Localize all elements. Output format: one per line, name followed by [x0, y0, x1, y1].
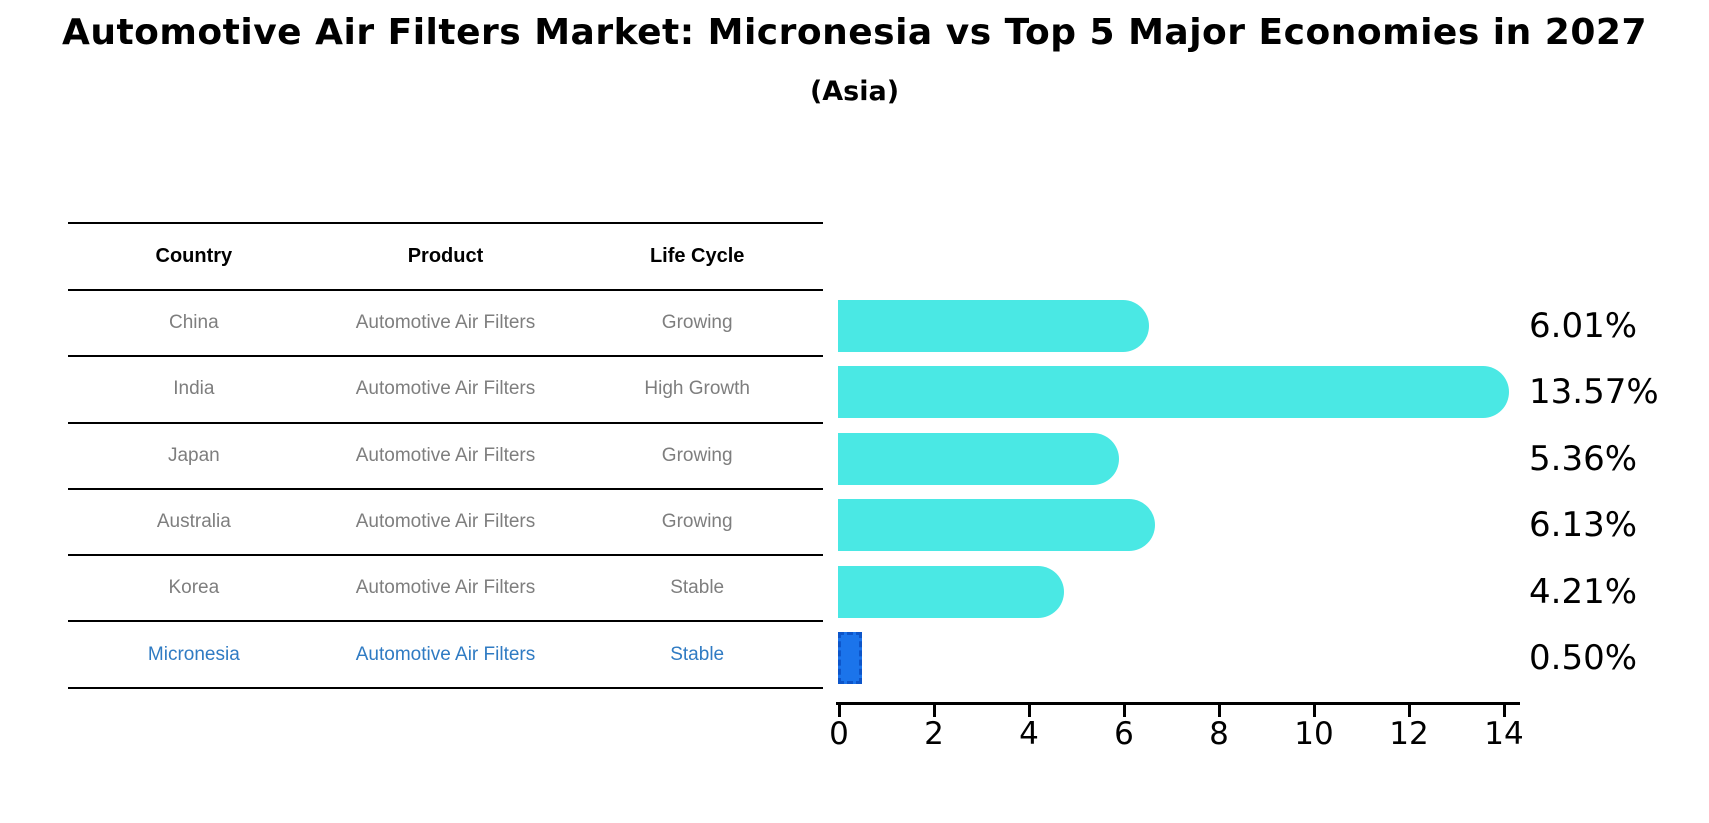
- x-axis-tick-12: [1407, 705, 1411, 717]
- column-header-product: Product: [407, 245, 484, 267]
- bar-korea: [838, 565, 1064, 618]
- bar-japan: [838, 432, 1119, 485]
- x-axis-tick-2: [932, 705, 936, 717]
- cell-product: Automotive Air Filters: [355, 444, 536, 466]
- cell-life-cycle: High Growth: [644, 378, 750, 400]
- cell-product: Automotive Air Filters: [355, 643, 536, 665]
- x-axis-line: [836, 702, 1520, 705]
- bar-australia: [838, 499, 1155, 551]
- cell-country: India: [173, 378, 215, 400]
- table-row-australia: Australia Automotive Air Filters Growing: [68, 490, 823, 557]
- cell-country: Japan: [167, 444, 220, 466]
- x-axis-tick-4: [1027, 705, 1031, 717]
- table-row-china: China Automotive Air Filters Growing: [68, 291, 823, 358]
- value-label-micronesia: 0.50%: [1529, 638, 1638, 678]
- cell-country: China: [169, 312, 219, 334]
- x-axis-ticklabel-2: 2: [924, 716, 944, 752]
- cell-life-cycle: Stable: [670, 643, 725, 665]
- value-label-japan: 5.36%: [1529, 438, 1638, 479]
- cell-country: Korea: [168, 577, 220, 599]
- x-axis-ticklabel-10: 10: [1294, 716, 1334, 752]
- x-axis-ticklabel-8: 8: [1209, 716, 1229, 752]
- bar-india: [838, 366, 1509, 418]
- x-axis-tick-14: [1502, 705, 1506, 717]
- cell-country: Micronesia: [147, 643, 240, 665]
- x-axis-ticklabel-14: 14: [1484, 716, 1524, 752]
- x-axis-tick-10: [1312, 705, 1316, 717]
- chart-title: Automotive Air Filters Market: Micronesi…: [61, 12, 1648, 53]
- table-row-micronesia: Micronesia Automotive Air Filters Stable: [68, 622, 823, 689]
- value-label-korea: 4.21%: [1529, 571, 1638, 612]
- bar-china: [838, 299, 1149, 352]
- table-row-india: India Automotive Air Filters High Growth: [68, 357, 823, 424]
- x-axis-ticklabel-4: 4: [1019, 716, 1039, 752]
- value-label-india: 13.57%: [1529, 372, 1659, 412]
- x-axis-ticklabel-0: 0: [829, 716, 849, 752]
- cell-life-cycle: Growing: [661, 444, 733, 466]
- country-table: Country Product Life Cycle China Automoti…: [68, 222, 823, 689]
- cell-life-cycle: Growing: [661, 312, 733, 334]
- cell-product: Automotive Air Filters: [355, 577, 536, 599]
- value-label-australia: 6.13%: [1529, 505, 1638, 545]
- column-header-lifecycle: Life Cycle: [649, 245, 745, 267]
- table-body: China Automotive Air Filters Growing India A…: [68, 291, 823, 689]
- cell-product: Automotive Air Filters: [355, 312, 536, 334]
- table-row-korea: Korea Automotive Air Filters Stable: [68, 556, 823, 623]
- cell-life-cycle: Stable: [670, 577, 725, 599]
- cell-country: Australia: [156, 511, 231, 533]
- x-axis-tick-6: [1122, 705, 1126, 717]
- table-row-japan: Japan Automotive Air Filters Growing: [68, 424, 823, 490]
- x-axis-tick-8: [1217, 705, 1221, 717]
- chart-subtitle: (Asia): [809, 76, 900, 107]
- column-header-country: Country: [155, 245, 233, 267]
- value-label-china: 6.01%: [1529, 305, 1638, 346]
- bar-micronesia: [838, 632, 862, 684]
- cell-product: Automotive Air Filters: [355, 511, 536, 533]
- x-axis-tick-0: [837, 705, 841, 717]
- cell-product: Automotive Air Filters: [355, 378, 536, 400]
- cell-life-cycle: Growing: [661, 511, 733, 533]
- x-axis-ticklabel-12: 12: [1389, 716, 1429, 752]
- x-axis-ticklabel-6: 6: [1114, 716, 1134, 752]
- table-header-row: Country Product Life Cycle: [68, 224, 823, 291]
